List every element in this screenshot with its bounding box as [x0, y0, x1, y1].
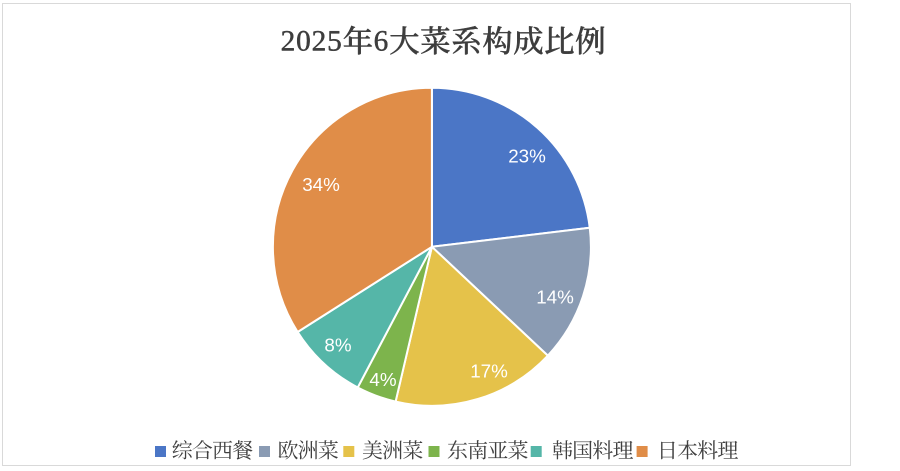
svg-text:17%: 17% — [470, 361, 508, 382]
svg-text:14%: 14% — [536, 287, 574, 308]
svg-text:34%: 34% — [302, 174, 340, 195]
svg-text:4%: 4% — [369, 369, 396, 390]
svg-text:8%: 8% — [324, 335, 351, 356]
svg-text:23%: 23% — [508, 146, 546, 167]
